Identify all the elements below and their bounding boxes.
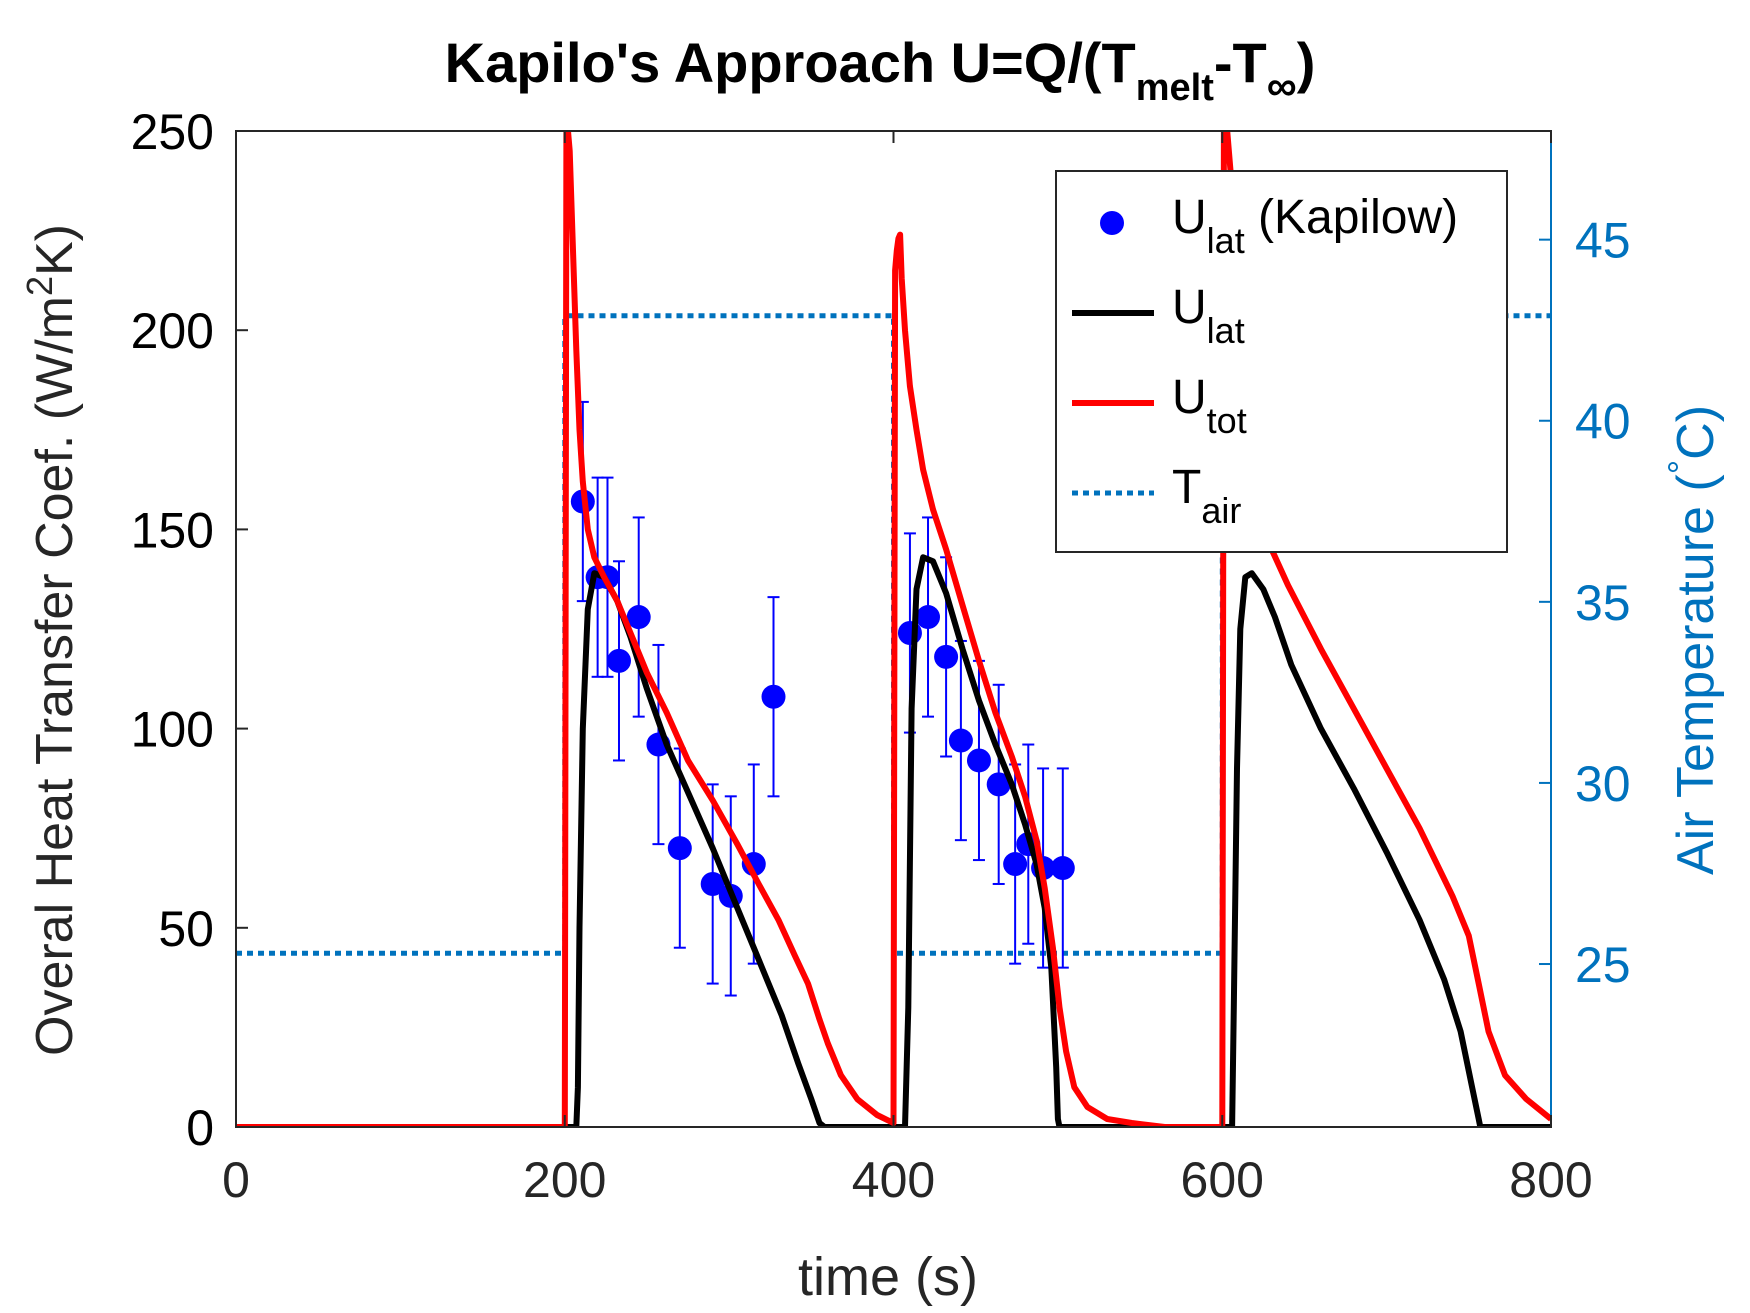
legend-entry-u-tot: Utot [1072,371,1247,441]
x-tick-label: 600 [1181,1152,1264,1208]
legend-label-main: U [1172,281,1207,334]
ylabel-left-main: Overal Heat Transfer Coef. (W/m [26,296,84,1056]
data-point [897,620,922,645]
title-mid: -T [1214,31,1267,94]
data-point [626,605,651,630]
legend-entry-u-lat: Ulat [1072,281,1245,351]
data-point [1003,852,1028,877]
legend-box [1055,170,1508,553]
y-tick-label-left: 50 [158,901,214,957]
x-tick-label: 800 [1509,1152,1592,1208]
series-layer [236,130,1551,1128]
data-point [1050,856,1075,881]
y-axis-label-left: Overal Heat Transfer Coef. (W/m2K) [19,224,84,1056]
data-point [761,684,786,709]
y-tick-label-left: 200 [131,303,214,359]
y-tick-label-left: 150 [131,502,214,558]
y-tick-label-right: 45 [1575,213,1631,269]
data-point [948,728,973,753]
legend-label: Ulat (Kapilow) [1172,191,1458,261]
legend-label-main: U [1172,371,1207,424]
legend-label-main: U [1172,191,1207,244]
legend-label-sub: lat [1207,310,1245,351]
data-point [966,748,991,773]
legend-entry-points: Ulat (Kapilow) [1100,191,1458,261]
x-axis-label: time (s) [798,1247,978,1307]
legend-label: Tair [1172,461,1241,531]
ylabel-right-tail: C) [1667,405,1725,460]
legend-label: Ulat [1172,281,1245,351]
y-tick-label-right: 35 [1575,575,1631,631]
legend-label: Utot [1172,371,1247,441]
title-prefix: Kapilo's Approach U=Q/(T [445,31,1136,94]
chart-title: Kapilo's Approach U=Q/(Tmelt-T∞) [445,31,1316,109]
legend-label-sub: lat [1207,220,1245,261]
data-point [934,644,959,669]
data-point [700,871,725,896]
data-point [986,772,1011,797]
title-sub-inf: ∞ [1267,62,1297,109]
ylabel-left-tail: K) [26,224,84,276]
axes-layer: 0 200 400 600 800 0 50 100 150 200 250 25 30 35 40 45 [131,104,1631,1208]
y-tick-label-right: 25 [1575,937,1631,993]
data-point [916,605,941,630]
ylabel-right-sup: ° [1660,460,1701,474]
y-tick-label-right: 40 [1575,394,1631,450]
legend-label-tail: (Kapilow) [1245,191,1458,244]
title-suffix: ) [1297,31,1316,94]
title-sub-melt: melt [1136,67,1214,109]
y-tick-label-left: 0 [186,1100,214,1156]
legend-label-sub: tot [1207,400,1247,441]
legend-label-main: T [1172,461,1201,514]
ylabel-left-sup: 2 [19,276,60,296]
x-tick-label: 200 [523,1152,606,1208]
y-axis-label-right: Air Temperature (°C) [1660,405,1725,875]
x-tick-label: 400 [852,1152,935,1208]
y-tick-label-left: 250 [131,104,214,160]
x-tick-label: 0 [222,1152,250,1208]
legend-marker [1100,211,1124,235]
y-tick-label-left: 100 [131,702,214,758]
legend-entry-t-air: Tair [1072,461,1241,531]
data-point [667,836,692,861]
y-tick-label-right: 30 [1575,756,1631,812]
data-point [606,648,631,673]
legend-label-sub: air [1201,490,1241,531]
ylabel-right-main: Air Temperature ( [1667,474,1725,875]
